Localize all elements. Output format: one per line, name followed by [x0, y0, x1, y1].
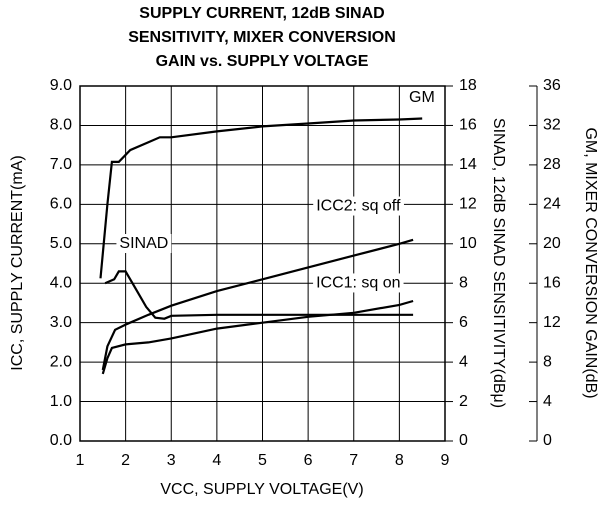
y-tick-label: 2.0	[50, 353, 72, 370]
y-tick-label: 7.0	[50, 156, 72, 173]
y2-tick-label: 14	[459, 156, 477, 173]
curve-label: GM	[409, 89, 435, 106]
x-tick-label: 5	[258, 452, 267, 469]
y3-tick-label: 20	[543, 235, 561, 252]
x-tick-label: 1	[76, 452, 85, 469]
curve-label: SINAD	[119, 235, 168, 252]
y-tick-label: 8.0	[50, 117, 72, 134]
y2-tick-label: 18	[459, 77, 477, 94]
y-tick-label: 5.0	[50, 235, 72, 252]
y3-tick-label: 16	[543, 274, 561, 291]
x-tick-label: 9	[441, 452, 450, 469]
y2-tick-label: 8	[459, 274, 468, 291]
y2-tick-label: 4	[459, 353, 468, 370]
y-tick-label: 0.0	[50, 432, 72, 449]
label-bg	[116, 233, 172, 254]
x-tick-label: 2	[121, 452, 130, 469]
y-tick-label: 9.0	[50, 77, 72, 94]
y3-tick-label: 24	[543, 196, 561, 213]
label-bg	[313, 273, 404, 293]
x-tick-label: 3	[167, 452, 176, 469]
y3-tick-label: 32	[543, 117, 561, 134]
label-bg	[406, 88, 438, 108]
x-tick-label: 8	[395, 452, 404, 469]
y-tick-label: 3.0	[50, 314, 72, 331]
chart-title: SUPPLY CURRENT, 12dB SINAD	[139, 5, 384, 22]
y2-tick-label: 16	[459, 117, 477, 134]
y3-tick-label: 4	[543, 393, 552, 410]
x-tick-label: 4	[212, 452, 221, 469]
chart-title: GAIN vs. SUPPLY VOLTAGE	[156, 53, 369, 70]
y2-tick-label: 2	[459, 393, 468, 410]
y3-tick-label: 8	[543, 353, 552, 370]
curve	[104, 270, 414, 320]
y3-tick-label: 36	[543, 77, 561, 94]
y2-tick-label: 0	[459, 432, 468, 449]
y-tick-label: 4.0	[50, 274, 72, 291]
x-tick-label: 7	[349, 452, 358, 469]
y2-tick-label: 12	[459, 196, 477, 213]
y3-axis-label: GM, MIXER CONVERSION GAIN(dB)	[582, 127, 599, 398]
label-bg	[313, 196, 404, 216]
y2-tick-label: 10	[459, 235, 477, 252]
curve	[99, 117, 423, 279]
x-tick-label: 6	[304, 452, 313, 469]
y-axis-label: ICC, SUPPLY CURRENT(mA)	[9, 155, 26, 370]
chart-title: SENSITIVITY, MIXER CONVERSION	[128, 29, 396, 46]
y-tick-label: 1.0	[50, 393, 72, 410]
y3-tick-label: 12	[543, 314, 561, 331]
x-axis-label: VCC, SUPPLY VOLTAGE(V)	[160, 481, 363, 498]
y2-tick-label: 6	[459, 314, 468, 331]
curve-label: ICC2: sq off	[316, 198, 401, 215]
y2-axis-label: SINAD, 12dB SINAD SENSITIVITY(dBμ)	[490, 118, 507, 408]
curve	[101, 238, 414, 371]
y-tick-label: 6.0	[50, 196, 72, 213]
y3-tick-label: 0	[543, 432, 552, 449]
curve	[101, 299, 414, 375]
y3-tick-label: 28	[543, 156, 561, 173]
curve-label: ICC1: sq on	[316, 274, 400, 291]
